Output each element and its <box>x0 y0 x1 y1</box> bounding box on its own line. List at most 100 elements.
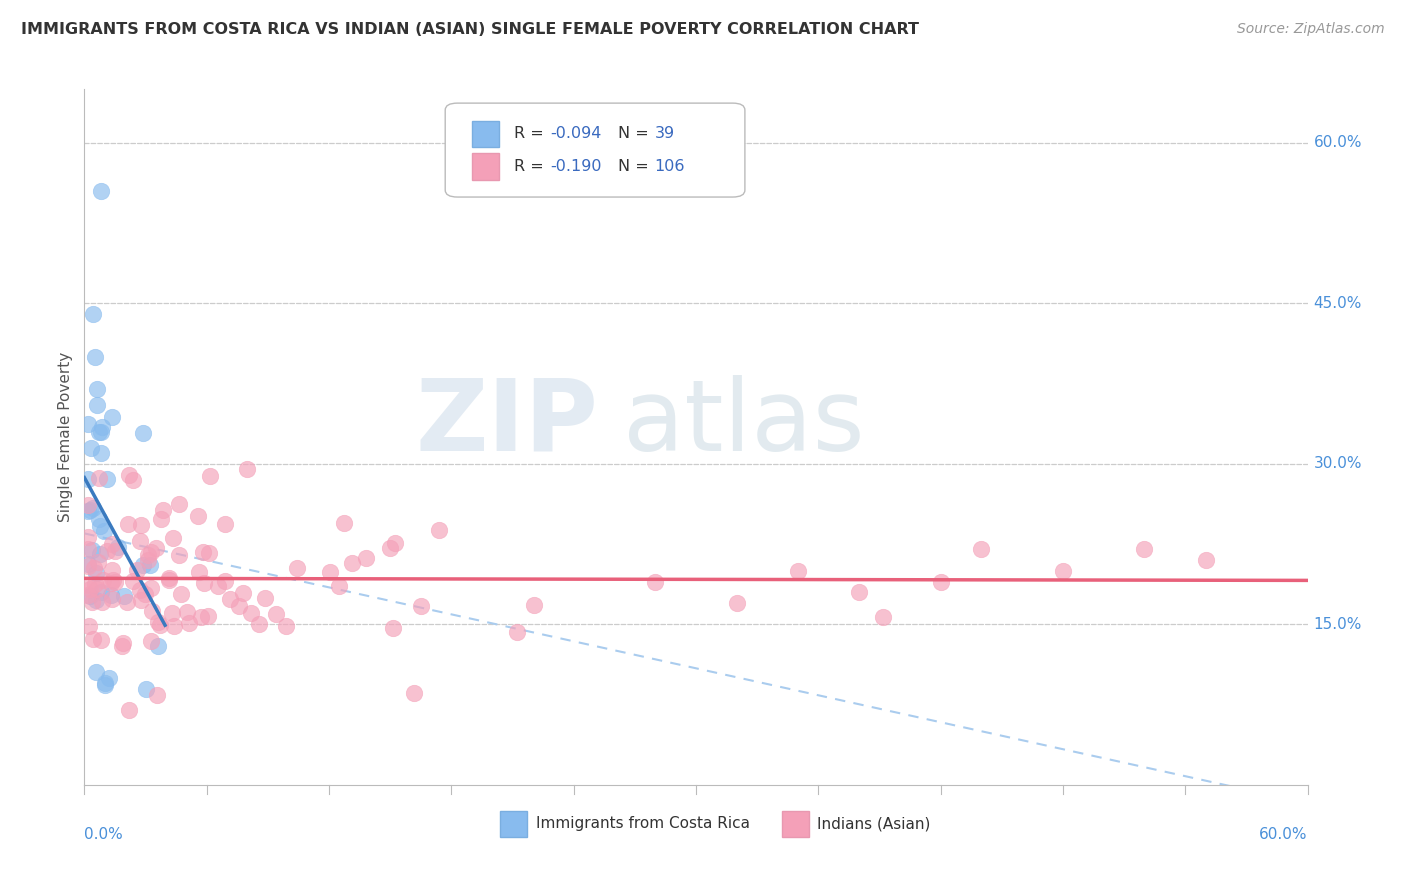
Point <box>79 503 101 517</box>
Point <box>186 509 208 524</box>
Point <box>93 524 115 539</box>
Point <box>90 446 112 460</box>
Point <box>929 574 952 589</box>
Point <box>187 565 209 579</box>
Point <box>101 409 124 424</box>
Point <box>83 350 105 364</box>
Point <box>402 686 425 700</box>
Point <box>128 583 150 598</box>
Point <box>77 588 100 602</box>
Point <box>328 579 350 593</box>
Point <box>115 595 138 609</box>
Point <box>122 474 145 488</box>
Point <box>112 589 135 603</box>
Point <box>141 633 163 648</box>
Point <box>382 621 405 635</box>
Point <box>354 551 377 566</box>
Bar <box>501 811 527 837</box>
Point <box>190 609 212 624</box>
Point <box>91 419 114 434</box>
Point <box>90 184 112 198</box>
Point <box>101 537 124 551</box>
Text: 60.0%: 60.0% <box>1260 827 1308 842</box>
Point <box>146 639 169 653</box>
Text: -0.190: -0.190 <box>550 159 602 174</box>
Bar <box>472 120 499 147</box>
Point <box>384 536 406 550</box>
Point <box>89 519 111 533</box>
Point <box>427 523 450 537</box>
Point <box>77 541 100 556</box>
Point <box>77 577 100 591</box>
Text: 15.0%: 15.0% <box>1313 617 1362 632</box>
Point <box>162 531 184 545</box>
Text: IMMIGRANTS FROM COSTA RICA VS INDIAN (ASIAN) SINGLE FEMALE POVERTY CORRELATION C: IMMIGRANTS FROM COSTA RICA VS INDIAN (AS… <box>21 22 920 37</box>
Point <box>170 587 193 601</box>
Point <box>139 582 162 596</box>
Point <box>197 609 219 624</box>
Point <box>122 574 145 588</box>
Point <box>725 596 748 610</box>
Point <box>82 501 104 516</box>
Point <box>333 516 356 531</box>
Point <box>84 566 107 580</box>
Point <box>127 563 149 577</box>
Point <box>136 553 159 567</box>
Text: N =: N = <box>617 127 654 141</box>
Point <box>176 605 198 619</box>
Point <box>198 545 221 559</box>
Point <box>83 576 105 591</box>
Point <box>214 516 236 531</box>
Point <box>87 512 110 526</box>
Text: -0.094: -0.094 <box>550 127 602 141</box>
Point <box>96 472 118 486</box>
Point <box>146 615 169 630</box>
Text: 30.0%: 30.0% <box>1313 457 1362 471</box>
Point <box>82 632 104 646</box>
Point <box>134 587 156 601</box>
Text: N =: N = <box>617 159 654 174</box>
Point <box>83 560 105 574</box>
Point <box>103 574 125 588</box>
Point <box>82 307 104 321</box>
Point <box>274 619 297 633</box>
Point <box>411 599 433 614</box>
Text: 39: 39 <box>654 127 675 141</box>
Text: atlas: atlas <box>623 375 865 472</box>
Point <box>96 543 118 558</box>
Text: 60.0%: 60.0% <box>1313 136 1362 150</box>
Point <box>111 635 134 649</box>
Point <box>1133 542 1156 557</box>
Point <box>970 542 993 557</box>
Point <box>90 585 112 599</box>
Text: Source: ZipAtlas.com: Source: ZipAtlas.com <box>1237 22 1385 37</box>
Text: 0.0%: 0.0% <box>84 827 124 842</box>
Point <box>380 541 402 555</box>
Point <box>247 617 270 632</box>
Point <box>90 595 112 609</box>
Point <box>128 534 150 549</box>
Point <box>167 548 190 562</box>
Point <box>77 498 100 512</box>
Point <box>285 560 308 574</box>
Point <box>104 544 127 558</box>
Point <box>193 545 215 559</box>
Point <box>152 503 174 517</box>
Point <box>87 471 110 485</box>
Point <box>100 563 122 577</box>
Text: Immigrants from Costa Rica: Immigrants from Costa Rica <box>536 816 749 831</box>
Point <box>77 530 100 544</box>
Point <box>149 512 172 526</box>
Point <box>232 586 254 600</box>
Point <box>117 703 139 717</box>
Point <box>80 543 103 558</box>
Point <box>117 516 139 531</box>
Point <box>77 557 100 571</box>
Point <box>86 582 108 596</box>
Point <box>90 633 112 648</box>
Point <box>228 599 250 613</box>
Point <box>157 573 180 587</box>
Point <box>219 591 242 606</box>
Point <box>506 625 529 640</box>
Point <box>266 607 288 621</box>
